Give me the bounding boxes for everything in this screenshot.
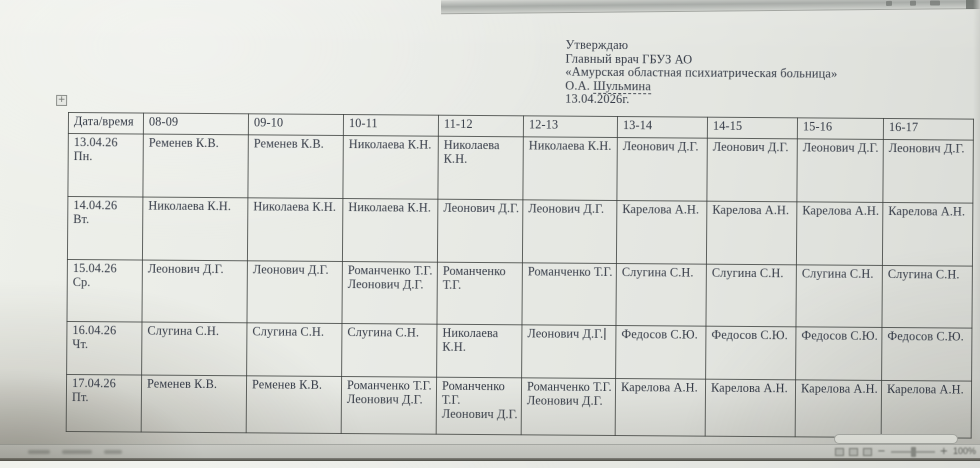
schedule-cell[interactable]: Карелова А.Н.	[706, 201, 797, 265]
schedule-cell[interactable]: Слугина С.Н.	[795, 264, 883, 328]
schedule-cell[interactable]: Ременев К.В.	[246, 375, 342, 434]
schedule-cell[interactable]: Леонович Д.Г.	[141, 260, 248, 323]
schedule-cell[interactable]: Леонович Д.Г.	[522, 199, 617, 264]
schedule-cell[interactable]: Романченко Т.Г.	[521, 262, 617, 326]
zoom-slider[interactable]	[890, 446, 935, 457]
schedule-cell[interactable]: Николаева К.Н.	[142, 197, 248, 261]
schedule-cell[interactable]: Федосов С.Ю.	[705, 326, 796, 380]
date-cell[interactable]: 15.04.26 Ср.	[66, 259, 143, 323]
column-header[interactable]: 12-13	[523, 115, 618, 138]
schedule-cell[interactable]: Леонович Д.Г.	[706, 138, 798, 202]
schedule-cell[interactable]: Леонович Д.Г.	[521, 324, 616, 379]
column-header[interactable]: 16-17	[883, 118, 974, 141]
toolbar-mark	[909, 0, 917, 6]
schedule-cell[interactable]: Ременев К.В.	[142, 134, 249, 198]
schedule-cell[interactable]: Слугина С.Н.	[615, 263, 707, 327]
table-row: 15.04.26 Ср. Леонович Д.Г. Леонович Д.Г. Ром…	[66, 259, 973, 329]
date-cell[interactable]: 17.04.26 Пт.	[66, 374, 142, 433]
status-text-smudge	[104, 450, 122, 454]
column-header[interactable]: 15-16	[797, 117, 884, 140]
date-cell[interactable]: 14.04.26 Вт.	[67, 196, 143, 261]
status-bar-controls: − + 100%	[835, 446, 976, 457]
table-move-handle-icon[interactable]: +	[56, 94, 68, 106]
column-header[interactable]: 11-12	[438, 115, 524, 137]
status-bar: − + 100%	[0, 444, 980, 458]
schedule-cell[interactable]: Леонович Д.Г.	[616, 137, 708, 202]
zoom-out-button[interactable]: −	[877, 445, 886, 457]
schedule-cell[interactable]: Николаева К.Н.	[437, 136, 524, 200]
schedule-cell[interactable]: Слугина С.Н.	[705, 264, 797, 327]
schedule-cell[interactable]: Карелова А.Н.	[881, 380, 972, 439]
schedule-cell[interactable]: Романченко Т.Г. Леонович Д.Г.	[436, 377, 522, 435]
screen-bottom-edge	[0, 458, 980, 461]
status-text-smudge	[62, 450, 92, 454]
schedule-cell[interactable]: Николаева К.Н.	[247, 197, 343, 262]
schedule-cell[interactable]: Слугина С.Н.	[881, 265, 973, 329]
schedule-cell[interactable]: Николаева К.Н.	[522, 136, 618, 201]
schedule-cell[interactable]: Федосов С.Ю.	[881, 327, 972, 382]
table-row: 14.04.26 Вт. Николаева К.Н. Николаева К.Н. Н…	[67, 196, 973, 267]
horizontal-scrollbar-thumb[interactable]	[834, 434, 958, 444]
schedule-cell[interactable]: Карелова А.Н.	[616, 200, 707, 265]
page-right-margin	[973, 0, 980, 440]
schedule-cell[interactable]: Карелова А.Н.	[615, 378, 706, 437]
zoom-slider-thumb[interactable]	[910, 446, 916, 457]
column-header[interactable]: Дата/время	[68, 112, 144, 135]
schedule-cell[interactable]: Карелова А.Н.	[705, 379, 796, 437]
schedule-cell[interactable]: Федосов С.Ю.	[615, 325, 706, 380]
schedule-cell[interactable]: Слугина С.Н.	[246, 322, 342, 377]
schedule-cell[interactable]: Леонович Д.Г.	[246, 260, 343, 324]
schedule-cell[interactable]: Леонович Д.Г.	[796, 138, 884, 203]
date-cell[interactable]: 16.04.26 Чт.	[66, 321, 142, 376]
approval-date-line: 13.04.2026г.	[565, 91, 630, 107]
column-header[interactable]: 08-09	[143, 113, 249, 135]
schedule-cell[interactable]: Федосов С.Ю.	[795, 326, 882, 381]
read-mode-icon[interactable]	[835, 447, 845, 456]
column-header[interactable]: 09-10	[248, 113, 344, 136]
zoom-percent[interactable]: 100%	[952, 446, 976, 456]
table-row: 13.04.26 Пн. Ременев К.В. Ременев К.В. Никол…	[67, 133, 974, 204]
text-cursor	[604, 327, 606, 340]
schedule-cell[interactable]: Слугина С.Н.	[141, 322, 247, 376]
schedule-cell[interactable]: Леонович Д.Г.	[437, 199, 523, 263]
schedule-cell[interactable]: Карелова А.Н.	[796, 201, 883, 266]
schedule-cell[interactable]: Николаева К.Н.	[342, 198, 438, 263]
schedule-cell[interactable]: Ременев К.В.	[141, 375, 247, 433]
schedule-cell[interactable]: Николаева К.Н.	[342, 135, 439, 200]
print-layout-icon[interactable]	[849, 447, 859, 456]
web-layout-icon[interactable]	[863, 447, 873, 456]
toolbar-mark	[929, 0, 941, 6]
schedule-cell[interactable]: Романченко Т.Г. Леонович Д.Г.	[341, 261, 438, 325]
date-cell[interactable]: 13.04.26 Пн.	[67, 133, 144, 198]
schedule-table: Дата/время 08-09 09-10 10-11 11-12 12-13 13-14…	[66, 112, 974, 439]
schedule-cell[interactable]: Карелова А.Н.	[795, 379, 882, 438]
zoom-in-button[interactable]: +	[939, 445, 948, 457]
schedule-cell[interactable]: Ременев К.В.	[247, 134, 344, 199]
schedule-cell[interactable]: Карелова А.Н.	[882, 202, 973, 267]
schedule-cell[interactable]: Леонович Д.Г.	[882, 139, 974, 204]
table-row: 17.04.26 Пт. Ременев К.В. Ременев К.В. Роман…	[66, 374, 972, 439]
column-header[interactable]: 14-15	[707, 117, 798, 139]
schedule-cell[interactable]: Романченко Т.Г.	[436, 262, 523, 325]
schedule-cell[interactable]: Николаева К.Н.	[436, 324, 522, 378]
status-text-smudge	[28, 450, 50, 454]
schedule-cell[interactable]: Слугина С.Н.	[341, 323, 437, 378]
schedule-cell[interactable]: Романченко Т.Г. Леонович Д.Г.	[521, 377, 616, 436]
schedule-cell[interactable]: Романченко Т.Г. Леонович Д.Г.	[341, 376, 437, 435]
approval-block[interactable]: Утверждаю Главный врач ГБУЗ АО «Амурская…	[565, 38, 838, 108]
column-header[interactable]: 10-11	[343, 114, 439, 137]
column-header[interactable]: 13-14	[617, 116, 708, 139]
table-row: 16.04.26 Чт. Слугина С.Н. Слугина С.Н. Слуги…	[66, 321, 972, 382]
